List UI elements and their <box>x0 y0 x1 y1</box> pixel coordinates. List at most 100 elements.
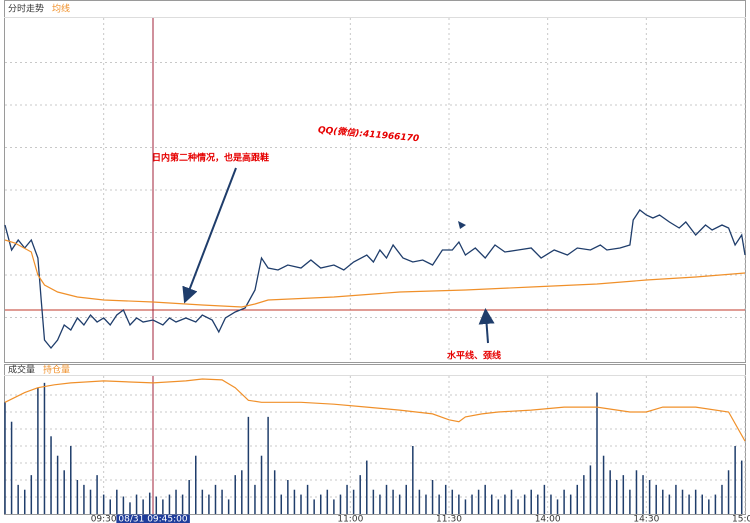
volume-bar <box>227 499 230 514</box>
volume-bar <box>701 494 703 514</box>
volume-bar <box>280 494 283 514</box>
x-tick-label: 14:00 <box>535 515 561 523</box>
volume-bar <box>589 465 592 514</box>
volume-bar <box>247 416 250 514</box>
volume-bar <box>339 494 342 514</box>
volume-bar <box>471 494 473 514</box>
annotation: 日内第二种情况，也是高跟鞋 <box>152 152 269 164</box>
volume-bar <box>412 446 414 514</box>
volume-bar <box>63 470 65 514</box>
volume-bar <box>635 470 638 514</box>
volume-bar <box>405 484 407 514</box>
volume-bar <box>129 502 131 514</box>
volume-bar <box>188 480 190 514</box>
legend-entry: 均线 <box>52 3 70 15</box>
volume-bar <box>109 499 111 514</box>
volume-bar <box>734 446 736 514</box>
volume-bar <box>523 494 526 514</box>
volume-bar <box>392 489 394 514</box>
x-tick-label: 14:30 <box>633 515 659 523</box>
volume-bar <box>510 489 513 514</box>
volume-bar <box>155 496 158 514</box>
cursor-label-bg <box>116 514 190 523</box>
volume-bar <box>431 480 434 514</box>
volume-bar <box>359 475 361 514</box>
volume-bar <box>550 494 552 514</box>
volume-bar <box>655 484 657 514</box>
arrow <box>182 167 237 304</box>
legend-entry: 成交量 <box>8 364 35 376</box>
volume-bar <box>622 475 625 514</box>
volume-bar <box>602 455 605 514</box>
volume-bar <box>102 494 105 514</box>
volume-bar <box>681 489 684 514</box>
volume-bar <box>721 484 723 514</box>
volume-bar <box>267 416 269 514</box>
volume-bar <box>89 489 92 514</box>
volume-bar <box>17 484 19 514</box>
annotation: 水平线、颈线 <box>447 350 501 362</box>
volume-bar <box>273 470 276 514</box>
volume-bar <box>333 499 335 514</box>
volume-bar <box>70 446 72 514</box>
volume-bar <box>319 494 322 514</box>
series-line <box>4 209 746 350</box>
volume-bar <box>451 489 454 514</box>
volume-bar <box>195 455 197 514</box>
volume-bar <box>694 489 697 514</box>
volume-bar <box>642 475 644 514</box>
volume-bar <box>10 421 13 514</box>
legend-entry: 分时走势 <box>8 3 44 15</box>
volume-bar <box>464 499 467 514</box>
volume-bar <box>37 387 39 514</box>
volume-bar <box>372 489 375 514</box>
x-tick-label: 11:00 <box>337 515 363 523</box>
volume-bar <box>293 489 296 514</box>
volume-bar <box>234 475 236 514</box>
plot <box>4 18 746 514</box>
volume-bar <box>727 470 730 514</box>
series-line <box>4 378 746 442</box>
volume-bar <box>675 484 677 514</box>
volume-bar <box>208 494 210 514</box>
volume-bar <box>366 460 368 514</box>
volume-bar <box>352 489 355 514</box>
volume-bar <box>287 480 289 514</box>
volume-bar <box>76 480 79 514</box>
volume-bar <box>537 494 539 514</box>
volume-bar <box>96 475 98 514</box>
volume-bar <box>83 484 85 514</box>
volume-bar <box>135 494 138 514</box>
volume-bar <box>313 499 315 514</box>
volume-bar <box>497 499 500 514</box>
volume-bar <box>425 494 427 514</box>
volume-bar <box>260 455 263 514</box>
volume-bar <box>688 494 690 514</box>
volume-bar <box>50 436 52 514</box>
volume-bar <box>346 484 348 514</box>
volume-bar <box>398 494 401 514</box>
volume-bar <box>504 494 506 514</box>
volume-bar <box>385 484 388 514</box>
volume-bar <box>4 402 6 514</box>
volume-bar <box>306 484 309 514</box>
volume-bar <box>596 392 598 514</box>
price-panel <box>4 0 746 363</box>
volume-bar <box>168 494 171 514</box>
volume-bar <box>708 499 710 514</box>
volume-bar <box>740 460 743 514</box>
volume-bar <box>43 382 46 514</box>
x-tick-label: 09:30 <box>91 515 117 523</box>
volume-bar <box>438 494 440 514</box>
volume-bar <box>484 484 486 514</box>
volume-bar <box>181 494 184 514</box>
volume-bar <box>23 489 26 514</box>
volume-bar <box>491 494 493 514</box>
volume-bar <box>569 494 572 514</box>
volume-bar <box>583 475 585 514</box>
arrow <box>478 308 495 344</box>
volume-bar <box>563 489 565 514</box>
volume-bar <box>576 484 579 514</box>
